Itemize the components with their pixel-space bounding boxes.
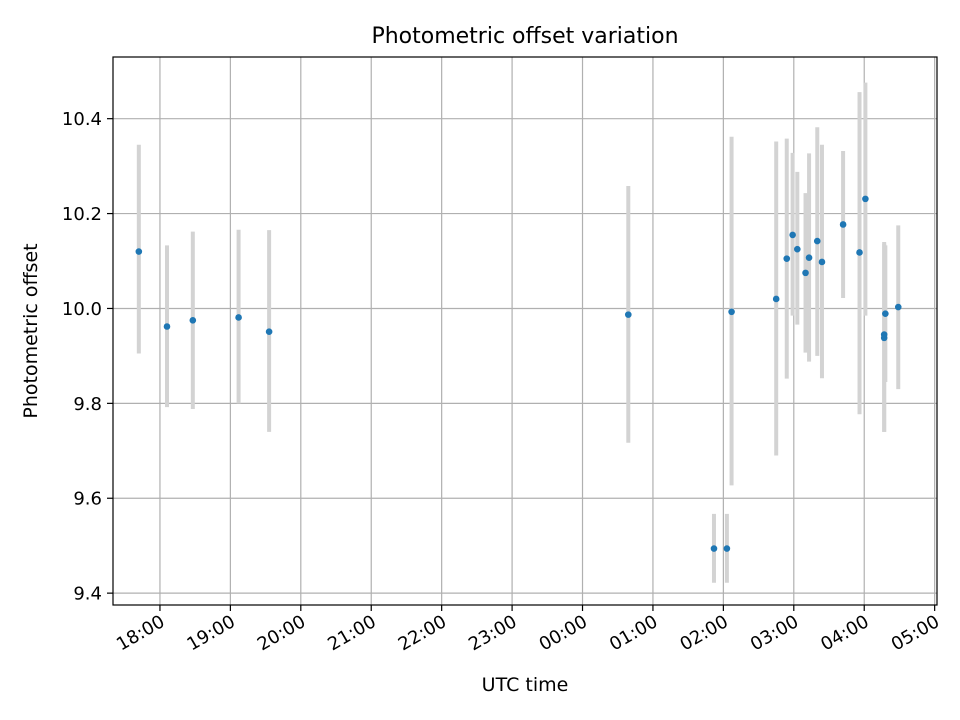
x-axis-label: UTC time	[482, 674, 569, 696]
data-point	[880, 334, 888, 342]
data-point	[728, 308, 735, 316]
chart-title: Photometric offset variation	[371, 24, 678, 49]
data-point	[265, 328, 273, 336]
data-point	[723, 545, 731, 552]
y-tick-label: 9.8	[73, 394, 102, 415]
y-tick-label: 9.4	[73, 584, 102, 605]
y-tick-label: 10.0	[62, 299, 102, 320]
data-points	[135, 195, 902, 552]
y-axis-label: Photometric offset	[20, 243, 42, 418]
data-point	[189, 317, 197, 324]
data-point	[818, 258, 826, 266]
data-point	[805, 254, 813, 261]
data-point	[783, 255, 791, 262]
data-point	[624, 311, 632, 318]
y-tick-label: 9.6	[73, 489, 102, 510]
data-point	[802, 269, 809, 277]
data-point	[882, 310, 889, 317]
data-point	[235, 314, 242, 321]
data-point	[710, 545, 718, 552]
y-axis-ticks: 9.4 9.6 9.8 10.0 10.2 10.4	[62, 109, 113, 605]
data-point	[163, 323, 171, 330]
data-point	[862, 195, 869, 203]
data-point	[813, 237, 821, 245]
data-point	[135, 248, 143, 255]
data-point	[856, 249, 863, 256]
data-point	[789, 231, 796, 239]
data-point	[894, 303, 902, 311]
data-point	[794, 245, 801, 253]
plot-frame	[112, 56, 938, 606]
data-point	[772, 295, 780, 303]
data-point	[839, 221, 847, 228]
y-tick-label: 10.2	[62, 204, 102, 225]
y-tick-label: 10.4	[62, 109, 102, 130]
